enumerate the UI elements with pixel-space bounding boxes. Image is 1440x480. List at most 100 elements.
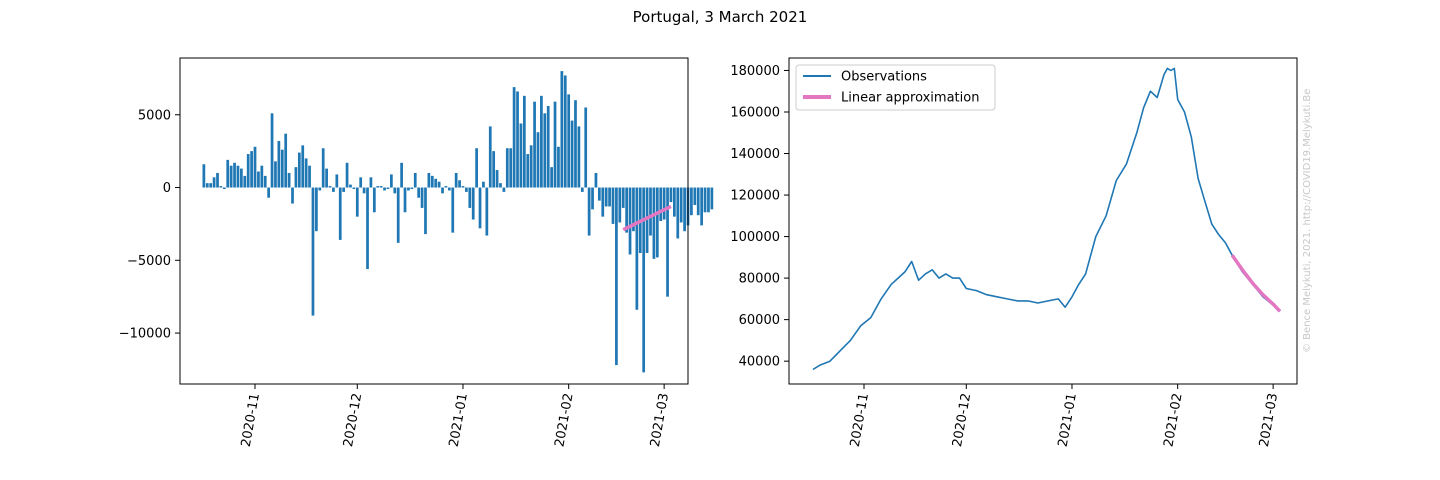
daily-change-bar — [267, 187, 271, 198]
daily-change-bar — [570, 120, 574, 188]
daily-change-bar — [287, 172, 291, 188]
daily-change-bar — [274, 161, 277, 188]
right-ytick-label: 140000 — [730, 147, 780, 162]
daily-change-bar — [526, 154, 530, 188]
daily-change-bar — [478, 187, 482, 229]
daily-change-bar — [580, 187, 584, 192]
daily-change-bar — [499, 183, 502, 188]
daily-change-bar — [608, 187, 611, 207]
right-ytick-label: 80000 — [739, 272, 780, 287]
daily-change-bar — [533, 101, 536, 188]
daily-change-bar — [236, 165, 240, 188]
daily-change-bar — [666, 187, 669, 297]
left-ytick-label: 0 — [163, 181, 171, 196]
daily-change-bar — [505, 148, 509, 188]
daily-change-bar — [400, 162, 403, 188]
legend-entry: Observations — [841, 70, 927, 85]
daily-change-bar — [693, 187, 697, 205]
right-xtick-label: 2020-11 — [848, 392, 872, 448]
daily-change-bar — [587, 187, 591, 236]
right-ytick-label: 180000 — [730, 64, 780, 79]
left-ytick-label: 5000 — [138, 108, 171, 123]
daily-change-bar — [652, 187, 656, 259]
daily-change-bar — [642, 187, 646, 373]
daily-change-bar — [591, 187, 594, 210]
daily-change-bar — [437, 181, 441, 188]
daily-change-bar — [427, 172, 431, 188]
daily-change-bar — [390, 174, 393, 188]
daily-change-bar — [461, 186, 465, 188]
daily-change-bar — [291, 187, 294, 204]
observations-line — [812, 67, 1281, 371]
daily-change-bar — [690, 187, 693, 216]
daily-change-bar — [222, 187, 226, 189]
daily-change-bar — [567, 94, 571, 188]
daily-change-bar — [229, 165, 233, 188]
daily-change-bar — [601, 187, 605, 217]
left-xtick-label: 2021-03 — [648, 392, 672, 448]
figure-title: Portugal, 3 March 2021 — [633, 8, 808, 26]
daily-change-bar — [632, 187, 635, 232]
daily-change-bar — [550, 167, 553, 188]
daily-change-bar — [352, 187, 356, 189]
daily-change-bar — [659, 187, 663, 221]
daily-change-bar — [475, 148, 478, 188]
active-cases-line-chart: 40000 60000 80000 100000 120000 140000 160000 1… — [730, 57, 1298, 448]
daily-change-bar — [280, 149, 284, 188]
daily-change-bar — [410, 187, 414, 189]
daily-change-bar — [362, 187, 366, 194]
daily-change-bar — [413, 172, 417, 188]
daily-change-bar — [369, 177, 373, 188]
daily-change-bar — [250, 151, 253, 188]
daily-change-bar — [611, 187, 615, 224]
daily-change-bar — [393, 187, 397, 194]
daily-change-bar — [482, 181, 485, 188]
daily-change-bar — [669, 187, 673, 203]
daily-change-bar — [434, 178, 438, 188]
right-xtick-label: 2021-01 — [1056, 392, 1080, 448]
daily-change-bar — [257, 171, 260, 188]
right-ytick-label: 40000 — [739, 355, 780, 370]
daily-change-bar — [628, 187, 632, 255]
daily-change-bar — [420, 187, 424, 208]
daily-change-bar — [696, 187, 700, 216]
daily-change-bar — [212, 177, 216, 188]
right-xtick-label: 2020-12 — [950, 392, 974, 448]
left-ytick-label: −5000 — [127, 254, 171, 269]
daily-change-bar — [604, 187, 608, 207]
daily-change-bar — [263, 175, 267, 188]
daily-change-bar — [495, 170, 499, 188]
daily-change-bar — [325, 168, 328, 188]
daily-change-bar — [502, 187, 506, 192]
daily-change-bar — [284, 133, 288, 188]
daily-change-bar — [655, 187, 659, 258]
daily-change-bar — [318, 187, 322, 191]
daily-change-bar — [345, 162, 349, 188]
daily-change-bar — [349, 184, 352, 188]
daily-change-bar — [635, 187, 639, 310]
daily-change-bar — [451, 187, 455, 233]
legend: Observations Linear approximation — [795, 64, 996, 111]
daily-change-bar — [672, 187, 676, 217]
daily-change-bar — [396, 187, 400, 243]
right-ytick-label: 120000 — [730, 189, 780, 204]
daily-change-bar — [226, 159, 230, 188]
daily-change-bar — [407, 187, 410, 191]
daily-change-bar — [243, 175, 247, 188]
legend-entry: Linear approximation — [841, 91, 979, 106]
daily-change-bar — [492, 151, 496, 188]
daily-change-bar — [233, 162, 236, 188]
daily-change-bar — [277, 140, 281, 188]
daily-change-bar — [710, 187, 714, 210]
daily-change-bar — [301, 145, 305, 188]
daily-change-bar — [338, 187, 342, 240]
right-xtick-label: 2021-03 — [1257, 392, 1281, 448]
daily-change-bar — [270, 113, 274, 188]
daily-change-bar — [519, 123, 523, 188]
daily-change-bar — [703, 187, 707, 213]
left-linear-approximation-line — [622, 204, 672, 232]
left-xtick-label: 2020-11 — [239, 392, 263, 448]
daily-change-bar — [315, 187, 318, 232]
daily-change-bar — [574, 100, 577, 188]
daily-change-bar — [676, 187, 680, 239]
